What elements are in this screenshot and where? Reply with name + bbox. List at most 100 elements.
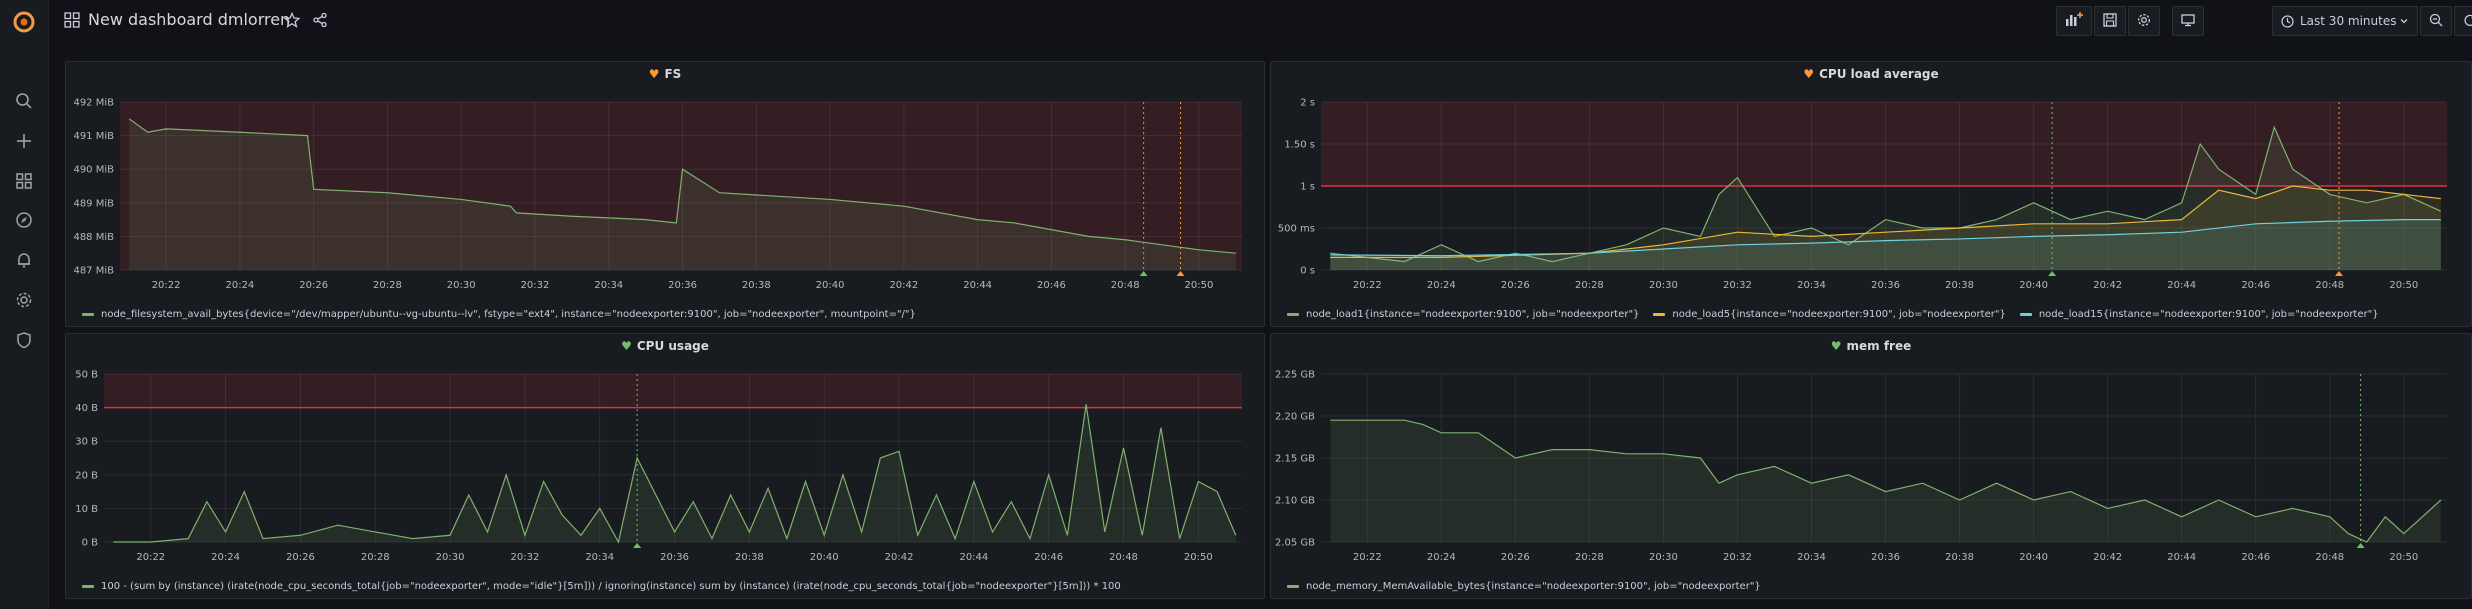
y-tick-label: 50 B [75,370,98,381]
x-tick-label: 20:44 [2167,552,2196,563]
legend-swatch [1653,313,1666,316]
share-icon[interactable] [308,8,332,32]
legend: 100 - (sum by (instance) (irate(node_cpu… [82,581,1121,592]
legend-label: node_load15{instance="nodeexporter:9100"… [2038,309,2379,320]
series-line [1330,419,2442,543]
x-tick-label: 20:46 [1037,280,1066,291]
dashboard-settings-button[interactable] [2128,6,2160,36]
x-tick-label: 20:50 [1185,280,1214,291]
panel-title-text: mem free [1846,339,1912,353]
time-range-picker[interactable]: Last 30 minutes [2272,6,2418,36]
x-tick-label: 20:36 [660,552,689,563]
star-icon[interactable] [280,8,304,32]
series-area [1330,219,2441,270]
legend-label: node_load1{instance="nodeexporter:9100",… [1306,309,1640,320]
x-tick-label: 20:24 [1427,552,1456,563]
annotation-marker [2356,543,2365,548]
series-area [1330,420,2441,542]
x-tick-label: 20:38 [735,552,764,563]
chart-cpu-usage[interactable]: 50 B 40 B 30 B 20 B 10 B 0 B 20:22 20:24 20:26 20… [66,334,1264,598]
y-tick-label: 1 s [1300,182,1315,193]
x-tick-label: 20:26 [286,552,315,563]
x-tick-label: 20:48 [2315,552,2344,563]
legend: node_load1{instance="nodeexporter:9100",… [1287,309,2379,320]
cycle-view-mode-button[interactable] [2172,6,2204,36]
y-tick-label: 0 B [82,538,99,549]
chart-mem-free[interactable]: 2.25 GB 2.20 GB 2.15 GB 2.10 GB 2.05 GB 20:22… [1271,334,2471,598]
x-tick-label: 20:50 [2389,552,2418,563]
save-dashboard-button[interactable] [2094,6,2126,36]
x-tick-label: 20:24 [225,280,254,291]
y-tick-label: 10 B [75,504,98,515]
legend-item[interactable]: 100 - (sum by (instance) (irate(node_cpu… [82,581,1121,592]
explore-compass-icon[interactable] [12,208,36,232]
y-tick-label: 2.25 GB [1275,370,1315,381]
panel-title-text: FS [664,67,682,81]
series-area [1330,186,2441,270]
heart-alerting-icon: ♥ [1803,67,1815,81]
panel-fs[interactable]: ♥ FS 492 MiB 491 MiB 490 MiB 489 MiB 488 MiB… [65,61,1265,327]
x-tick-label: 20:36 [668,280,697,291]
panel-title[interactable]: ♥ CPU usage [66,334,1264,358]
refresh-button[interactable] [2454,6,2472,36]
panel-title[interactable]: ♥ CPU load average [1271,62,2471,86]
legend-item[interactable]: node_memory_MemAvailable_bytes{instance=… [1287,581,1761,592]
chart-fs[interactable]: 492 MiB 491 MiB 490 MiB 489 MiB 488 MiB 487 M… [66,62,1264,326]
threshold-region [1321,102,2447,186]
panel-cpu-usage[interactable]: ♥ CPU usage 50 B 40 B 30 B 20 B 10 B 0 B 20:22… [65,333,1265,599]
panel-title[interactable]: ♥ mem free [1271,334,2471,358]
legend-item[interactable]: node_filesystem_avail_bytes{device="/dev… [82,309,916,320]
add-panel-button[interactable] [2056,6,2092,36]
annotation-marker [2048,271,2057,276]
x-tick-label: 20:40 [2019,280,2048,291]
x-tick-label: 20:46 [2241,552,2270,563]
legend: node_filesystem_avail_bytes{device="/dev… [82,309,916,320]
dashboard-title[interactable]: New dashboard dmlorren [88,10,291,29]
x-tick-label: 20:24 [1427,280,1456,291]
y-tick-label: 488 MiB [73,232,114,243]
plus-icon[interactable] [12,129,36,153]
y-tick-label: 500 ms [1278,224,1315,235]
x-tick-label: 20:48 [1111,280,1140,291]
dashboard-grid-icon [60,8,84,32]
legend-label: node_memory_MemAvailable_bytes{instance=… [1306,581,1761,592]
x-tick-label: 20:34 [1797,552,1826,563]
x-tick-label: 20:40 [2019,552,2048,563]
y-tick-label: 492 MiB [73,98,114,109]
x-tick-label: 20:24 [211,552,240,563]
heart-ok-icon: ♥ [1830,339,1842,353]
panel-cpu-load-average[interactable]: ♥ CPU load average 2 s 1.50 s 1 s 500 ms 0 s… [1270,61,2472,327]
legend-swatch [2019,313,2032,316]
legend-item[interactable]: node_load5{instance="nodeexporter:9100",… [1653,309,2006,320]
panel-mem-free[interactable]: ♥ mem free 2.25 GB 2.20 GB 2.15 GB 2.10 GB 2… [1270,333,2472,599]
server-admin-shield-icon[interactable] [12,328,36,352]
x-tick-label: 20:28 [373,280,402,291]
x-tick-label: 20:32 [521,280,550,291]
dashboards-icon[interactable] [12,169,36,193]
legend-item[interactable]: node_load15{instance="nodeexporter:9100"… [2019,309,2379,320]
x-tick-label: 20:44 [963,280,992,291]
y-tick-label: 30 B [75,437,98,448]
configuration-gear-icon[interactable] [12,288,36,312]
x-tick-label: 20:40 [816,280,845,291]
x-tick-label: 20:42 [885,552,914,563]
chart-cpu-load-average[interactable]: 2 s 1.50 s 1 s 500 ms 0 s 20:22 20:24 20:26 20:2… [1271,62,2471,326]
series-line [1330,185,2441,258]
panel-title[interactable]: ♥ FS [66,62,1264,86]
y-tick-label: 20 B [75,470,98,481]
legend-swatch [82,313,94,316]
grafana-logo-icon[interactable] [12,10,36,34]
search-icon[interactable] [12,89,36,113]
x-tick-label: 20:26 [299,280,328,291]
threshold-region [104,374,1242,408]
legend-item[interactable]: node_load1{instance="nodeexporter:9100",… [1287,309,1639,320]
y-tick-label: 491 MiB [73,131,114,142]
sidebar [0,0,49,609]
legend-label: node_load5{instance="nodeexporter:9100",… [1672,309,2006,320]
x-tick-label: 20:36 [1871,552,1900,563]
x-tick-label: 20:42 [2093,280,2122,291]
x-tick-label: 20:26 [1501,552,1530,563]
alerting-bell-icon[interactable] [12,248,36,272]
zoom-out-button[interactable] [2420,6,2452,36]
y-tick-label: 487 MiB [73,266,114,277]
